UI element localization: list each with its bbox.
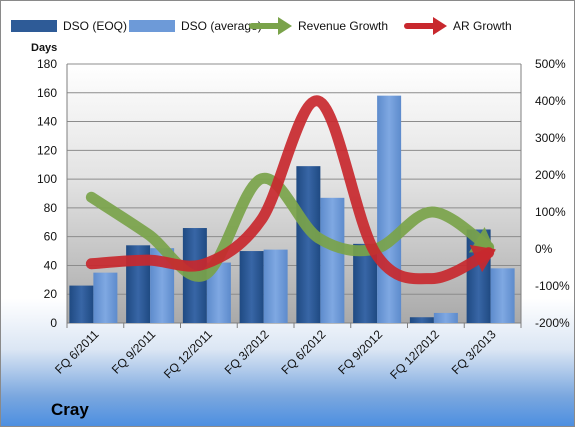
bar-dso-average- bbox=[433, 312, 458, 323]
bar-dso-eoq- bbox=[239, 251, 264, 323]
x-tick-label: FQ 3/2012 bbox=[222, 327, 272, 377]
x-tick-label: FQ 12/2012 bbox=[387, 327, 442, 382]
x-tick-label: FQ 6/2011 bbox=[52, 327, 102, 377]
y2-tick-label: -200% bbox=[535, 316, 570, 330]
arrowhead-ar-growth bbox=[469, 244, 496, 273]
y-tick-label: 140 bbox=[37, 115, 57, 129]
legend-label-revenue-growth: Revenue Growth bbox=[298, 19, 388, 33]
x-tick-label: FQ 9/2011 bbox=[109, 327, 159, 377]
x-tick-label: FQ 12/2011 bbox=[161, 327, 215, 381]
bar-dso-average- bbox=[93, 272, 118, 323]
bar-dso-eoq- bbox=[69, 285, 94, 323]
x-tick-label: FQ 3/2013 bbox=[449, 327, 499, 377]
x-tick-label: FQ 9/2012 bbox=[335, 327, 385, 377]
y-tick-label: 0 bbox=[50, 316, 57, 330]
legend-label-dso-eoq-: DSO (EOQ) bbox=[63, 19, 127, 33]
bar-dso-average- bbox=[490, 268, 515, 323]
bar-dso-average- bbox=[263, 249, 288, 323]
bar-dso-eoq- bbox=[409, 317, 434, 323]
y2-tick-label: 500% bbox=[535, 57, 566, 71]
legend-swatch-dso-average- bbox=[129, 20, 175, 32]
y2-tick-label: 0% bbox=[535, 242, 553, 256]
bar-dso-average- bbox=[320, 197, 345, 323]
bar-dso-eoq- bbox=[296, 166, 321, 323]
y2-tick-label: 300% bbox=[535, 131, 566, 145]
y-tick-label: 120 bbox=[37, 143, 57, 157]
y2-tick-label: -100% bbox=[535, 279, 570, 293]
y-axis-title: Days bbox=[31, 42, 57, 54]
legend-swatch-dso-eoq- bbox=[11, 20, 57, 32]
y2-tick-label: 400% bbox=[535, 94, 566, 108]
x-tick-label: FQ 6/2012 bbox=[279, 327, 329, 377]
y-tick-label: 160 bbox=[37, 86, 57, 100]
y-tick-label: 100 bbox=[37, 172, 57, 186]
y-tick-label: 40 bbox=[44, 258, 58, 272]
y-tick-label: 180 bbox=[37, 57, 57, 71]
legend: DSO (EOQ) DSO (average) Revenue Growth AR G… bbox=[11, 17, 512, 35]
legend-label-ar-growth: AR Growth bbox=[453, 19, 512, 33]
y-tick-label: 80 bbox=[44, 201, 58, 215]
legend-label-dso-average-: DSO (average) bbox=[181, 19, 262, 33]
legend-arrow-ar-growth bbox=[433, 17, 447, 35]
y2-tick-label: 200% bbox=[535, 168, 566, 182]
company-name: Cray bbox=[51, 400, 89, 419]
y-tick-label: 60 bbox=[44, 230, 58, 244]
line-ar-growth bbox=[85, 95, 495, 285]
legend-arrow-revenue-growth bbox=[278, 17, 292, 35]
bar-dso-average- bbox=[377, 95, 402, 324]
y-tick-label: 20 bbox=[44, 287, 58, 301]
y2-tick-label: 100% bbox=[535, 205, 566, 219]
